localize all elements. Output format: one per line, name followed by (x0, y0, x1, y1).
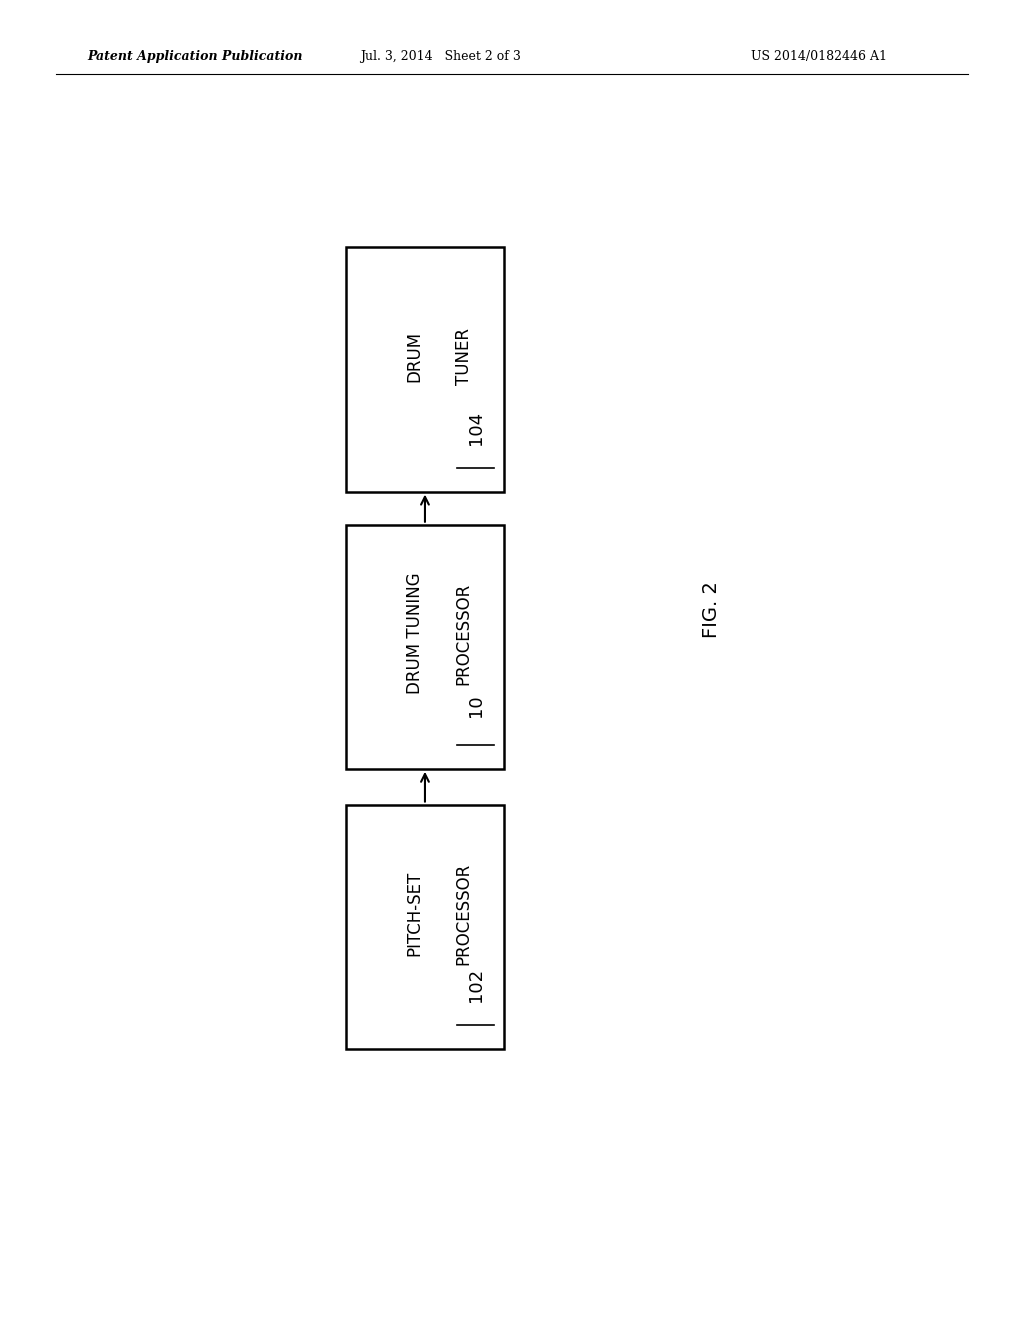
Text: 10: 10 (467, 694, 484, 717)
Text: DRUM TUNING: DRUM TUNING (406, 573, 424, 694)
Text: TUNER: TUNER (455, 327, 473, 385)
Bar (345, 805, 504, 1048)
Text: DRUM: DRUM (406, 331, 424, 381)
Text: PROCESSOR: PROCESSOR (455, 862, 473, 965)
Text: Patent Application Publication: Patent Application Publication (87, 50, 302, 63)
Text: 102: 102 (467, 969, 484, 1002)
Text: US 2014/0182446 A1: US 2014/0182446 A1 (752, 50, 887, 63)
Text: 104: 104 (467, 412, 484, 445)
Text: Jul. 3, 2014   Sheet 2 of 3: Jul. 3, 2014 Sheet 2 of 3 (359, 50, 521, 63)
Text: PITCH-SET: PITCH-SET (406, 871, 424, 956)
Bar (345, 524, 504, 768)
Text: PROCESSOR: PROCESSOR (455, 582, 473, 685)
Bar (345, 248, 504, 492)
Text: FIG. 2: FIG. 2 (702, 581, 721, 639)
